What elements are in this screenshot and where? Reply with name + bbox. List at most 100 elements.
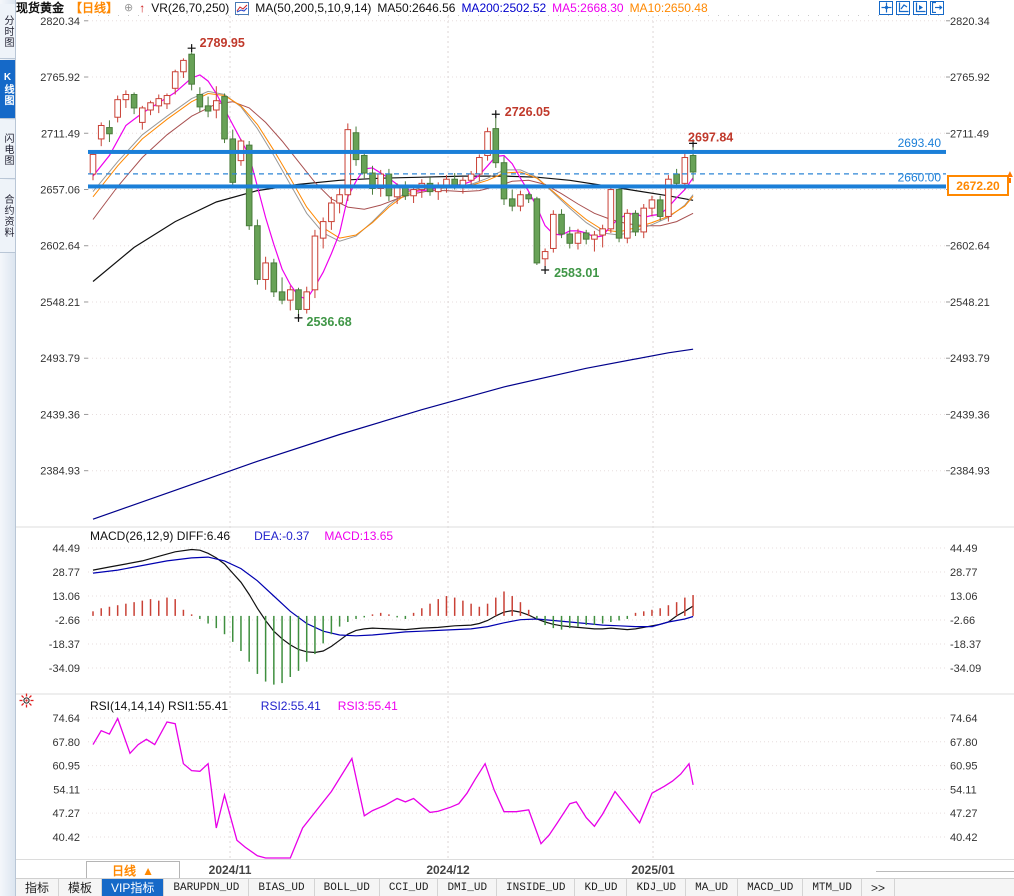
candle-body xyxy=(541,251,549,260)
indicator-tab[interactable]: BIAS_UD xyxy=(249,879,315,896)
candle-body xyxy=(171,71,179,89)
indicator-tab[interactable]: VIP指标 xyxy=(102,879,165,896)
indicator-tab[interactable]: KDJ_UD xyxy=(627,879,687,896)
candle-body xyxy=(656,199,664,217)
candle-body xyxy=(336,194,343,204)
indicator-tab[interactable]: BARUPDN_UD xyxy=(164,879,250,896)
candle-body xyxy=(311,235,319,291)
axis-label: 2765.92 xyxy=(40,72,80,84)
axis-label: 2765.92 xyxy=(950,72,990,84)
candle-body xyxy=(574,232,582,244)
indicator-tab[interactable]: DMI_UD xyxy=(438,879,498,896)
axis-label: 47.27 xyxy=(52,808,80,820)
period-selector-label: 日线 xyxy=(112,864,137,878)
chart-header: 现货黄金 【日线】 ⊕ ↑ VR(26,70,250) MA(50,200,5,… xyxy=(16,0,1014,15)
candle-body xyxy=(500,162,508,200)
exit-right-icon[interactable] xyxy=(930,0,944,15)
axis-label: 28.77 xyxy=(52,567,80,579)
vr-indicator-label: VR(26,70,250) xyxy=(151,0,230,15)
price-annotation: 2536.68 xyxy=(307,315,352,329)
candle-body xyxy=(114,99,121,118)
axis-label: 60.95 xyxy=(52,761,80,773)
panel-header-text: RSI2:55.41 xyxy=(261,699,321,713)
sidebar-tab-2[interactable]: K线图 xyxy=(0,60,15,119)
axis-label: 2711.49 xyxy=(41,128,80,140)
sidebar-tab-4[interactable]: 合约资料 xyxy=(0,180,15,253)
candle-body xyxy=(582,232,590,240)
indicator-tab[interactable]: INSIDE_UD xyxy=(497,879,576,896)
candle-body xyxy=(607,189,615,230)
sidebar-tab-1[interactable]: 分时图 xyxy=(0,4,15,59)
axis-label: 28.77 xyxy=(950,567,978,579)
axis-label: 2711.49 xyxy=(950,128,989,140)
axis-label: 40.42 xyxy=(52,832,80,844)
candle-body xyxy=(624,212,631,239)
axis-label: -18.37 xyxy=(950,639,981,651)
axis-label: 2439.36 xyxy=(40,409,80,421)
indicator-tab[interactable]: 模板 xyxy=(59,879,103,896)
indicator-tab[interactable]: CCI_UD xyxy=(380,879,439,896)
axis-label: 54.11 xyxy=(53,784,80,796)
candle-body xyxy=(393,186,401,198)
candle-body xyxy=(196,93,204,108)
axis-label: 67.80 xyxy=(950,737,978,749)
indicator-tab[interactable]: 指标 xyxy=(16,879,60,896)
candle-body xyxy=(352,132,360,161)
ma200-value: MA200:2502.52 xyxy=(461,0,547,15)
candle-body xyxy=(525,194,532,200)
panel-header-text: MACD(26,12,9) DIFF:6.46 xyxy=(90,529,230,543)
axis-label: -34.09 xyxy=(49,663,80,675)
candle-body xyxy=(163,95,171,105)
price-annotation: 2697.84 xyxy=(688,130,733,144)
axis-label: 2820.34 xyxy=(950,16,990,28)
axis-label: 74.64 xyxy=(52,713,80,725)
indicator-tab[interactable]: MA_UD xyxy=(686,879,739,896)
x-axis-month-label: 2024/12 xyxy=(426,863,470,877)
hline-label: 2693.40 xyxy=(898,136,942,150)
candle-body xyxy=(130,93,138,109)
candle-body xyxy=(221,96,228,140)
candle-body xyxy=(139,107,146,123)
price-up-marker: ▲ xyxy=(1005,170,1014,183)
indicator-tab[interactable]: KD_UD xyxy=(575,879,628,896)
candle-body xyxy=(344,129,352,196)
candle-body xyxy=(640,207,648,233)
axis-label: 54.11 xyxy=(950,784,977,796)
overlay-layer: 2693.40 2660.00 2789.95 2726.05 2697.84 2583.… xyxy=(88,36,946,329)
candle-body xyxy=(328,202,335,223)
x-axis-month-label: 2025/01 xyxy=(631,863,675,877)
price-annotation: 2583.01 xyxy=(554,266,599,280)
axis-scale-icon[interactable] xyxy=(896,0,910,15)
axis-label: -34.09 xyxy=(950,663,981,675)
support-resistance-line[interactable] xyxy=(88,184,946,189)
axis-label: 2493.79 xyxy=(40,353,80,365)
price-annotation: 2789.95 xyxy=(200,36,245,50)
candle-body xyxy=(517,194,524,207)
candle-body xyxy=(262,262,269,280)
axis-play-icon[interactable] xyxy=(913,0,927,15)
support-resistance-line[interactable] xyxy=(88,149,946,154)
candle-body xyxy=(558,213,565,235)
pan-move-icon[interactable] xyxy=(879,0,893,15)
candle-body xyxy=(106,127,113,135)
extreme-marker xyxy=(541,266,550,275)
candle-body xyxy=(319,221,327,239)
indicator-tab[interactable]: MACD_UD xyxy=(738,879,804,896)
indicator-tab[interactable]: MTM_UD xyxy=(803,879,862,896)
sidebar-tab-3[interactable]: 闪电图 xyxy=(0,120,15,179)
indicator-tab[interactable]: >> xyxy=(862,879,895,896)
extreme-marker xyxy=(689,139,698,148)
candle-body xyxy=(566,233,574,244)
horizontal-scrollbar[interactable] xyxy=(876,871,1014,872)
candle-body xyxy=(204,105,212,112)
axis-label: 44.49 xyxy=(950,543,978,555)
circle-plus-icon[interactable]: ⊕ xyxy=(124,2,134,14)
candle-body xyxy=(632,212,639,233)
axis-label: 74.64 xyxy=(950,713,978,725)
x-axis-month-label: 2024/11 xyxy=(209,863,252,877)
indicator-tab[interactable]: BOLL_UD xyxy=(315,879,380,896)
axis-label: 2602.64 xyxy=(40,241,80,253)
extreme-marker xyxy=(294,313,303,322)
candle-body xyxy=(492,128,500,164)
